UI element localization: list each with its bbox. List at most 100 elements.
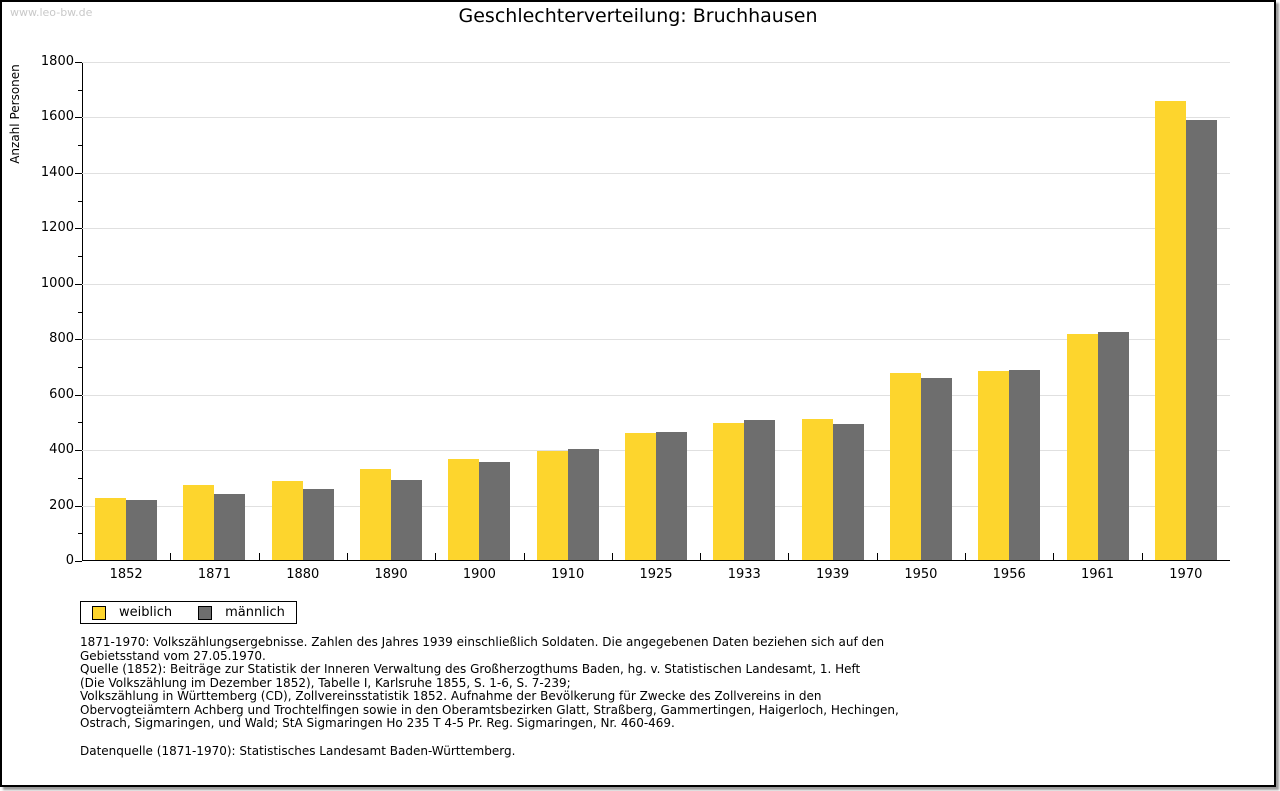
x-tick-label: 1871 [197,567,231,582]
y-axis-tick [75,505,82,507]
bar-weiblich-1871 [183,485,215,560]
y-axis-minor-tick [78,422,82,424]
page-title: Geschlechterverteilung: Bruchhausen [458,5,818,27]
y-axis-minor-tick [78,89,82,91]
bar-maennlich-1961 [1097,332,1129,560]
watermark: www.leo-bw.de [10,6,93,19]
y-axis-minor-tick [78,256,82,258]
gridline [82,339,1230,341]
bar-weiblich-1970 [1154,100,1186,560]
x-axis-line [82,560,1230,561]
footnote-line: Volkszählung in Württemberg (CD), Zollve… [80,689,822,703]
y-tick-label: 800 [49,331,74,347]
y-tick-label: 1200 [40,220,74,236]
legend-item-weiblich: weiblich [92,605,172,620]
legend-swatch-maennlich [198,605,213,620]
y-axis-tick [75,450,82,452]
y-tick-label: 400 [49,442,74,458]
x-tick-label: 1950 [904,567,938,582]
y-axis-minor-tick [78,366,82,368]
gridline [82,62,1230,63]
y-tick-label: 1000 [40,275,74,291]
bar-maennlich-1939 [832,424,864,560]
y-axis-tick [75,172,82,174]
x-tick-label: 1970 [1169,567,1203,582]
bar-maennlich-1871 [214,494,246,560]
x-axis-tick [876,553,878,560]
bar-maennlich-1950 [920,377,952,560]
bar-maennlich-1852 [126,499,158,560]
y-axis-tick [75,394,82,396]
bar-weiblich-1933 [713,423,745,560]
y-axis-minor-tick [78,311,82,313]
y-axis-tick [75,228,82,230]
x-axis-tick [611,553,613,560]
y-tick-label: 600 [49,386,74,402]
y-axis-tick [75,339,82,341]
x-tick-label: 1852 [109,567,143,582]
y-axis-tick [75,62,82,63]
bar-maennlich-1890 [391,480,423,560]
y-axis-tick [75,561,82,562]
bar-maennlich-1956 [1009,369,1041,560]
footnote-line: Ostrach, Sigmaringen, und Wald; StA Sigm… [80,716,675,730]
bar-weiblich-1910 [536,450,568,560]
legend: weiblich männlich [80,601,297,624]
x-tick-label: 1880 [286,567,320,582]
x-tick-label: 1933 [727,567,761,582]
x-axis-tick [965,553,967,560]
bar-weiblich-1956 [978,370,1010,560]
y-axis-minor-tick [78,533,82,535]
gridline [82,283,1230,285]
y-axis-label: Anzahl Personen [8,64,22,164]
legend-label-weiblich: weiblich [119,605,173,620]
bar-maennlich-1925 [656,431,687,560]
gridline [82,172,1230,174]
y-tick-label: 200 [49,497,74,513]
y-axis-line [82,62,83,561]
x-tick-label: 1956 [992,567,1026,582]
datasource-note: Datenquelle (1871-1970): Statistisches L… [80,744,516,758]
y-axis-tick [75,117,82,119]
plot-area [82,62,1230,561]
legend-label-maennlich: männlich [225,605,285,620]
footnote-line: Gebietsstand vom 27.05.1970. [80,648,266,663]
bar-maennlich-1970 [1185,119,1217,560]
x-axis-tick [435,553,437,560]
footnote-line: Quelle (1852): Beiträge zur Statistik de… [80,662,861,676]
footnote-line: 1871-1970: Volkszählungsergebnisse. Zahl… [80,635,885,649]
bar-weiblich-1880 [271,481,303,560]
y-tick-label: 1400 [40,164,74,180]
y-tick-label: 1800 [40,54,74,69]
y-axis-minor-tick [78,200,82,202]
bar-maennlich-1933 [744,420,776,560]
y-tick-label: 0 [65,553,74,568]
x-axis-tick [258,553,260,560]
gridline [82,117,1230,119]
x-axis-tick [523,553,525,560]
footnotes: 1871-1970: Volkszählungsergebnisse. Zahl… [80,635,899,731]
legend-swatch-weiblich [92,605,106,620]
bar-weiblich-1950 [889,372,921,560]
x-axis-tick [346,553,348,560]
bar-maennlich-1880 [302,489,334,560]
x-axis-tick [170,553,172,560]
x-axis-tick [788,553,790,560]
bar-maennlich-1900 [479,461,511,560]
bar-maennlich-1910 [567,449,599,560]
y-axis-tick [75,283,82,285]
bar-weiblich-1852 [95,497,127,560]
footnote-line: Obervogteiämtern Achberg und Trochtelfin… [80,702,899,717]
y-tick-label: 1600 [40,109,74,125]
x-axis-tick [1141,553,1143,560]
y-axis-minor-tick [78,145,82,147]
x-tick-label: 1910 [551,567,585,582]
x-axis-tick [1053,553,1055,560]
bar-weiblich-1900 [448,459,480,560]
x-tick-label: 1961 [1080,567,1115,582]
x-tick-label: 1925 [639,567,673,582]
x-tick-label: 1939 [816,567,850,582]
bar-weiblich-1939 [801,419,833,560]
bar-weiblich-1925 [625,433,656,560]
